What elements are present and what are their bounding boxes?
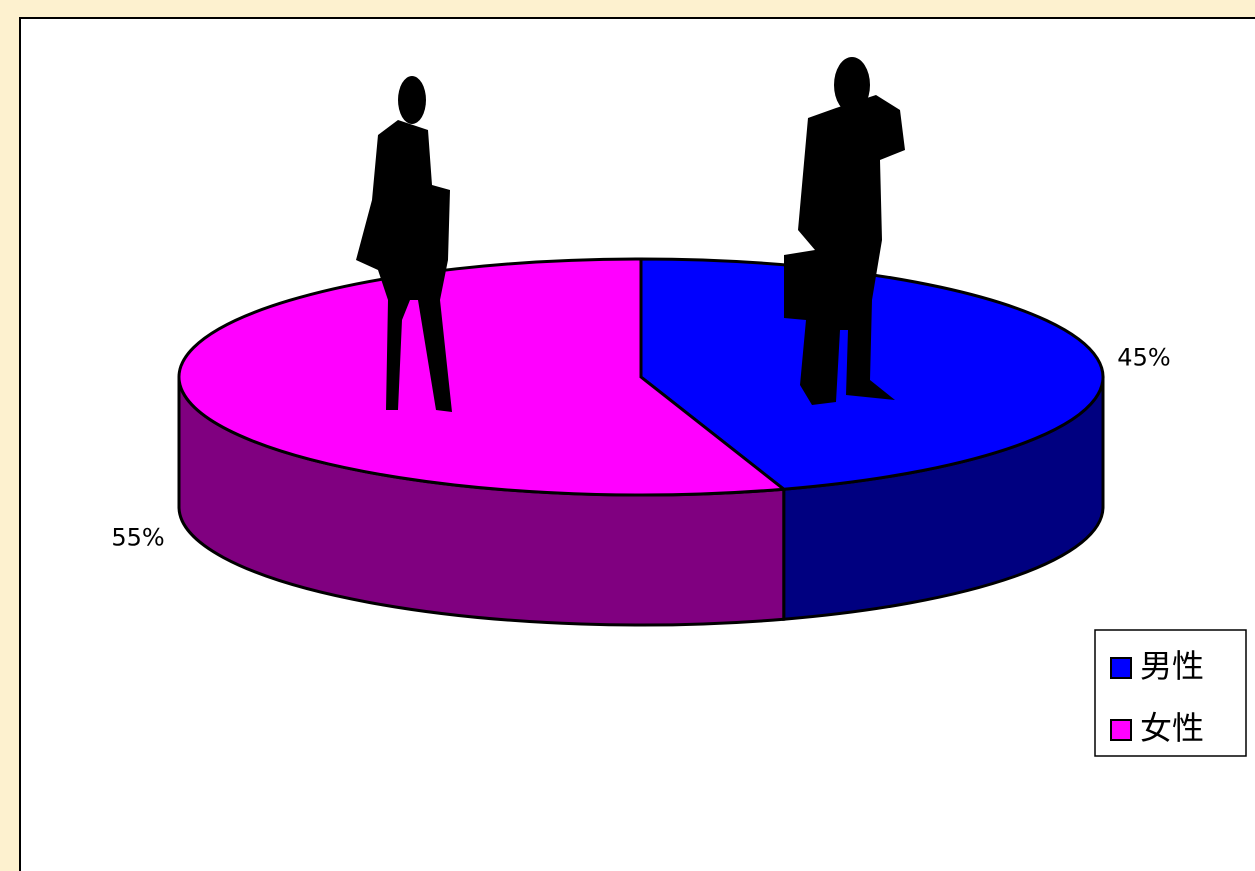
value-label: 45% bbox=[1117, 344, 1170, 372]
value-label: 55% bbox=[111, 523, 164, 551]
page: 45%55% 男性女性 (() => { const data = JSON.p… bbox=[0, 0, 1255, 871]
legend-swatch bbox=[1111, 658, 1131, 678]
pie bbox=[179, 259, 1103, 625]
legend-label: 男性 bbox=[1140, 647, 1204, 685]
legend-swatch bbox=[1111, 720, 1131, 740]
chart: 45% 55% 男性女性 bbox=[0, 0, 1255, 871]
legend-label: 女性 bbox=[1140, 709, 1204, 747]
